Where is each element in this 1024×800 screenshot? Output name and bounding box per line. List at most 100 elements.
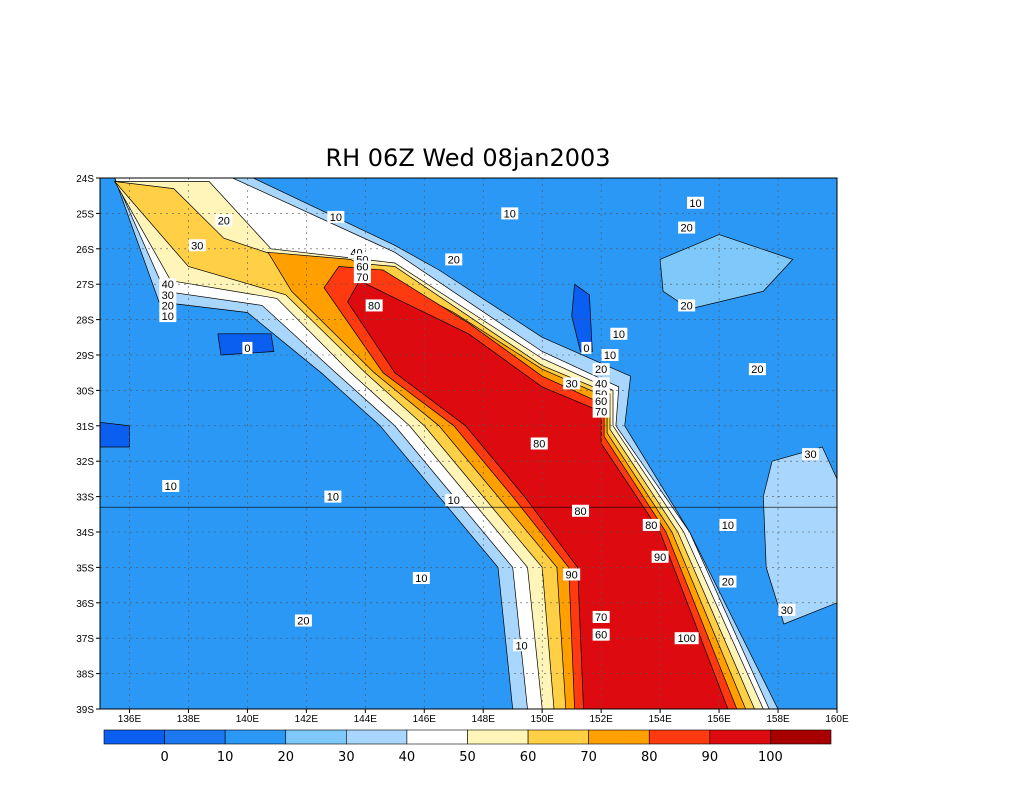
x-tick-label: 158E <box>766 714 790 725</box>
contour-label-bg <box>601 349 619 361</box>
plot-frame <box>99 177 838 710</box>
y-tick-label: 33S <box>76 493 94 504</box>
y-tick-label: 27S <box>76 280 94 291</box>
colorbar-swatch <box>285 729 347 745</box>
colorbar-swatch <box>770 729 832 745</box>
contour-label: 10 <box>415 573 427 585</box>
y-tick-label: 26S <box>76 245 94 256</box>
contour-label-bg <box>530 437 548 450</box>
contour-label-bg <box>748 363 766 376</box>
contour-label-bg <box>678 221 696 234</box>
colorbar-label: 10 <box>217 750 234 765</box>
colorbar-swatch <box>709 729 771 745</box>
contour-label-bg <box>445 494 463 507</box>
contour-label-bg <box>719 518 737 531</box>
contour-label: 60 <box>595 396 607 408</box>
contour-label-bg <box>159 310 177 323</box>
x-tick-label: 148E <box>472 714 496 725</box>
contour-label-bg <box>563 377 581 390</box>
contour-label-bg <box>445 253 463 266</box>
contour-label-bg <box>563 568 581 581</box>
contour-label: 10 <box>613 329 625 341</box>
x-axis-ticks: 136E 138E 140E 142E 144E 146E 148E 150E 152E 154E… <box>118 709 849 725</box>
x-tick-label: 154E <box>648 714 672 725</box>
contour-label-bg <box>674 632 699 645</box>
contour-label: 90 <box>566 569 578 581</box>
contour-label: 60 <box>356 262 368 274</box>
contour-label-bg <box>513 639 531 652</box>
contour-label-bg <box>327 210 345 223</box>
contour-label-bg <box>242 341 253 354</box>
colorbar: 0 10 20 30 40 50 60 70 80 90 100 <box>103 729 832 765</box>
contour-label-bg <box>353 260 371 273</box>
contour-label-bg <box>592 377 610 390</box>
rh-field <box>100 178 837 709</box>
contour-label-bg <box>592 405 610 418</box>
contour-label: 10 <box>165 481 177 493</box>
y-tick-label: 32S <box>76 457 94 468</box>
x-tick-label: 140E <box>236 714 260 725</box>
rh-patch <box>659 234 794 310</box>
contour-label: 10 <box>504 208 516 220</box>
colorbar-label: 50 <box>459 750 476 765</box>
contour-labels: 10 10102020202020203030303040302010405060… <box>159 196 819 652</box>
colorbar-label: 90 <box>702 750 719 765</box>
contour-label-bg <box>501 207 519 220</box>
x-tick-label: 150E <box>531 714 555 725</box>
contour-label-bg <box>162 479 180 492</box>
colorbar-swatch <box>467 729 529 745</box>
x-tick-label: 136E <box>118 714 142 725</box>
colorbar-swatch <box>406 729 468 745</box>
contour-label: 40 <box>162 279 174 291</box>
colorbar-label: 80 <box>641 750 658 765</box>
contour-label-bg <box>610 327 628 340</box>
contour-label-bg <box>365 299 383 312</box>
contour-label-bg <box>592 628 610 641</box>
contour-label: 40 <box>595 378 607 390</box>
contour-label: 70 <box>595 407 607 419</box>
contour-label: 20 <box>681 223 693 235</box>
x-tick-label: 144E <box>354 714 378 725</box>
contour-label-bg <box>324 490 342 503</box>
x-tick-label: 160E <box>825 714 849 725</box>
colorbar-label: 20 <box>277 750 294 765</box>
contour-label-bg <box>188 239 206 252</box>
contour-label-bg <box>353 271 371 284</box>
contour-label: 20 <box>751 364 763 376</box>
contour-label: 30 <box>804 449 816 461</box>
contour-label-bg <box>678 299 696 312</box>
y-tick-label: 29S <box>76 351 94 362</box>
contour-label-bg <box>592 610 610 623</box>
y-tick-label: 34S <box>76 528 94 539</box>
contour-label: 10 <box>330 212 342 224</box>
y-axis-ticks: 24S 25S 26S 27S 28S 29S 30S 31S 32S 33S 34S 35S 36S 3… <box>76 174 100 716</box>
contour-label-bg <box>294 614 312 627</box>
contour-label: 10 <box>515 640 527 652</box>
contour-label-bg <box>592 395 610 408</box>
contour-label: 20 <box>722 577 734 589</box>
colorbar-label: 70 <box>580 750 597 765</box>
colorbar-label: 0 <box>160 750 168 765</box>
colorbar-swatch <box>648 729 711 745</box>
colorbar-swatch <box>224 729 287 745</box>
y-tick-label: 37S <box>76 634 94 645</box>
chart-title: RH 06Z Wed 08jan2003 <box>325 144 610 172</box>
rh-patch <box>100 421 130 448</box>
contour-label-bg <box>159 288 177 301</box>
contour-label-bg <box>159 278 177 291</box>
contour-label: 10 <box>448 495 460 507</box>
contour-label: 0 <box>583 343 589 355</box>
y-tick-label: 25S <box>76 209 94 220</box>
contour-label: 20 <box>162 300 174 312</box>
contour-label: 20 <box>681 300 693 312</box>
contour-label: 60 <box>595 630 607 642</box>
y-tick-label: 30S <box>76 386 94 397</box>
x-tick-label: 152E <box>589 714 613 725</box>
contour-label: 30 <box>566 378 578 390</box>
contour-label: 80 <box>645 520 657 532</box>
x-tick-label: 146E <box>413 714 437 725</box>
colorbar-swatch <box>346 729 408 745</box>
y-tick-label: 39S <box>76 705 94 716</box>
contour-label-bg <box>592 363 610 376</box>
rh-patch <box>100 506 837 709</box>
